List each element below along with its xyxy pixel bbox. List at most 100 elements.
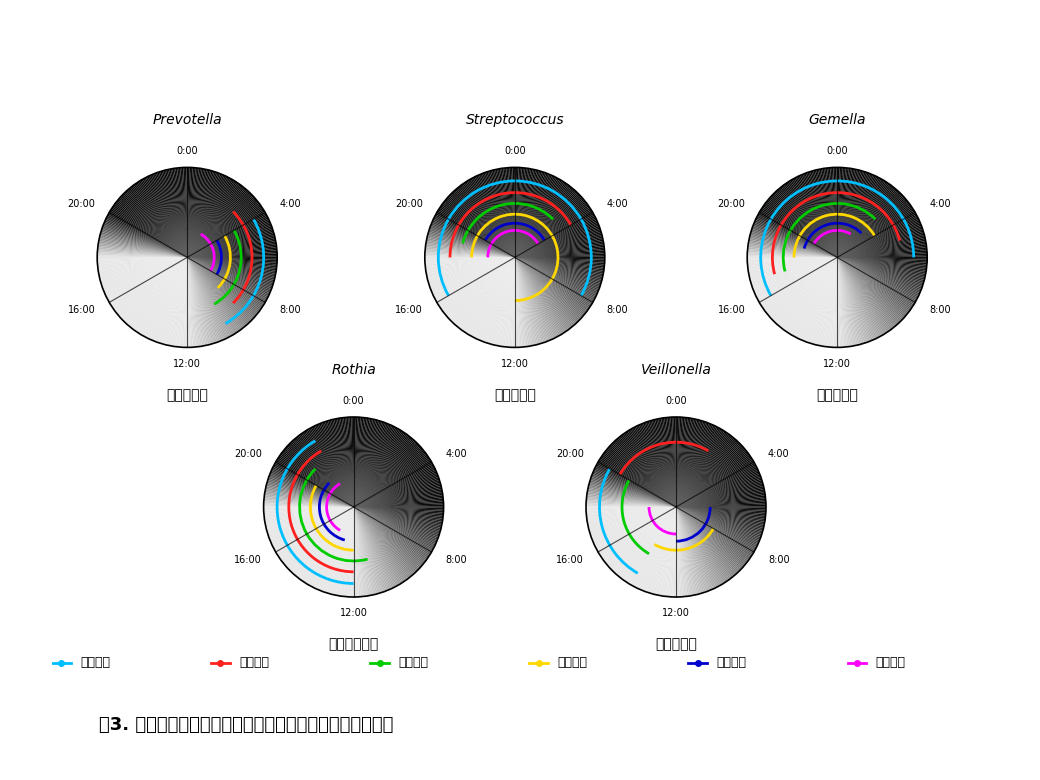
Wedge shape	[354, 423, 387, 507]
Wedge shape	[515, 257, 582, 318]
Wedge shape	[354, 507, 405, 582]
Wedge shape	[778, 189, 837, 257]
Wedge shape	[606, 448, 676, 507]
Wedge shape	[354, 507, 367, 596]
Wedge shape	[187, 183, 238, 257]
Wedge shape	[676, 427, 718, 507]
Wedge shape	[171, 257, 187, 346]
Wedge shape	[497, 257, 515, 346]
Wedge shape	[488, 257, 515, 344]
Wedge shape	[515, 257, 594, 302]
Wedge shape	[837, 211, 915, 257]
Wedge shape	[609, 445, 676, 507]
Wedge shape	[676, 507, 761, 537]
Wedge shape	[426, 257, 515, 277]
Wedge shape	[837, 257, 870, 342]
Wedge shape	[313, 426, 354, 507]
Wedge shape	[774, 257, 837, 323]
Wedge shape	[515, 257, 541, 344]
Wedge shape	[187, 249, 277, 257]
Wedge shape	[187, 257, 233, 335]
Wedge shape	[114, 204, 187, 257]
Wedge shape	[836, 168, 838, 257]
Wedge shape	[187, 218, 269, 257]
Wedge shape	[515, 257, 604, 264]
Wedge shape	[676, 483, 763, 507]
Wedge shape	[139, 257, 187, 334]
Wedge shape	[103, 257, 187, 292]
Wedge shape	[837, 257, 919, 296]
Wedge shape	[676, 507, 710, 590]
Wedge shape	[186, 168, 188, 257]
Wedge shape	[515, 174, 551, 257]
Wedge shape	[676, 440, 736, 507]
Wedge shape	[478, 174, 515, 257]
Wedge shape	[515, 257, 556, 338]
Wedge shape	[441, 205, 515, 257]
Wedge shape	[837, 257, 925, 282]
Wedge shape	[176, 168, 187, 257]
Wedge shape	[354, 507, 443, 512]
Wedge shape	[488, 171, 515, 257]
Wedge shape	[755, 220, 837, 257]
Wedge shape	[102, 257, 187, 289]
Wedge shape	[833, 257, 837, 347]
Wedge shape	[354, 425, 392, 507]
Wedge shape	[837, 257, 883, 335]
Wedge shape	[789, 181, 837, 257]
Wedge shape	[837, 168, 842, 257]
Wedge shape	[354, 507, 378, 594]
Wedge shape	[645, 507, 676, 592]
Wedge shape	[102, 227, 187, 257]
Wedge shape	[454, 190, 515, 257]
Wedge shape	[498, 168, 515, 257]
Wedge shape	[590, 481, 676, 507]
Wedge shape	[474, 257, 515, 339]
Wedge shape	[495, 257, 515, 346]
Wedge shape	[145, 257, 187, 337]
Wedge shape	[432, 222, 515, 257]
Wedge shape	[354, 430, 400, 507]
Wedge shape	[590, 507, 676, 533]
Wedge shape	[623, 434, 676, 507]
Wedge shape	[837, 168, 839, 257]
Wedge shape	[187, 257, 256, 317]
Wedge shape	[354, 444, 419, 507]
Wedge shape	[676, 417, 683, 507]
Wedge shape	[676, 507, 721, 586]
Wedge shape	[473, 257, 515, 338]
Wedge shape	[187, 257, 208, 346]
Wedge shape	[676, 507, 702, 594]
Text: 4:00: 4:00	[606, 200, 628, 209]
Wedge shape	[748, 257, 837, 271]
Wedge shape	[187, 213, 266, 257]
Wedge shape	[676, 507, 752, 557]
Wedge shape	[787, 257, 837, 333]
Wedge shape	[792, 179, 837, 257]
Wedge shape	[803, 257, 837, 341]
Wedge shape	[515, 257, 522, 347]
Wedge shape	[676, 507, 761, 538]
Wedge shape	[835, 168, 837, 257]
Wedge shape	[515, 257, 517, 347]
Wedge shape	[837, 257, 851, 346]
Wedge shape	[820, 257, 837, 346]
Wedge shape	[111, 207, 187, 257]
Wedge shape	[515, 257, 532, 346]
Wedge shape	[837, 257, 925, 278]
Wedge shape	[764, 257, 837, 312]
Wedge shape	[470, 179, 515, 257]
Wedge shape	[264, 500, 354, 507]
Wedge shape	[837, 177, 879, 257]
Wedge shape	[446, 198, 515, 257]
Text: Veillonella: Veillonella	[641, 363, 711, 377]
Wedge shape	[837, 257, 860, 345]
Wedge shape	[105, 257, 187, 296]
Wedge shape	[170, 257, 187, 346]
Wedge shape	[187, 257, 276, 277]
Wedge shape	[187, 257, 218, 342]
Wedge shape	[769, 198, 837, 257]
Wedge shape	[672, 507, 676, 597]
Wedge shape	[103, 225, 187, 257]
Text: 被験者４: 被験者４	[557, 657, 588, 669]
